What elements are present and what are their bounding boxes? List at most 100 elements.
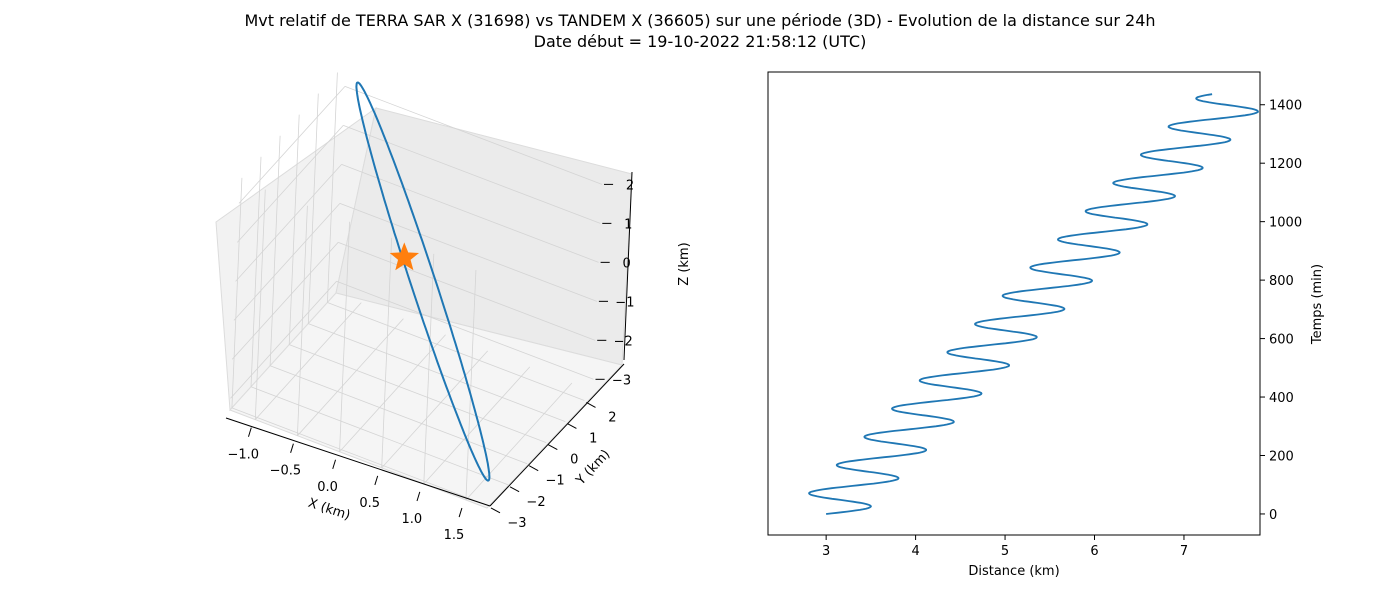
orbit-3d xyxy=(355,81,491,482)
y-tick-label-2d: 600 xyxy=(1269,333,1294,348)
grid-line-3d xyxy=(423,253,435,484)
z-tick-label-3d: 1 xyxy=(624,217,632,232)
y-tick-label-3d-mark xyxy=(567,423,577,429)
grid-line-3d xyxy=(235,164,342,282)
x-ticks-2d: 3 4 5 6 7 xyxy=(822,535,1188,559)
x-tick-label-3d: 1.5 xyxy=(444,528,465,543)
z-axis-label: Z (km) xyxy=(677,242,692,285)
y-tick-label-2d: 1000 xyxy=(1269,216,1302,231)
y-axis-label-2d: Temps (min) xyxy=(1310,264,1325,345)
x-tick-label-3d: 1.0 xyxy=(401,512,422,527)
z-tick-label-3d: −3 xyxy=(612,373,631,388)
x-tick-label-3d: −1.0 xyxy=(227,448,259,463)
y-tick-label-3d-mark xyxy=(509,486,520,493)
y-tick-label-2d: 400 xyxy=(1269,391,1294,406)
grid-3d xyxy=(230,72,603,507)
x-tick-label-3d: 0.0 xyxy=(317,480,338,495)
grid-line-3d xyxy=(269,135,281,366)
grid-line-3d xyxy=(465,382,573,501)
y-axis-label: Y (km) xyxy=(573,447,614,489)
chart-subtitle: Date début = 19-10-2022 21:58:12 (UTC) xyxy=(533,32,867,51)
z-tick-label-3d: −1 xyxy=(615,295,634,310)
x-tick-label-2d: 4 xyxy=(911,544,919,559)
grid-line-3d xyxy=(230,281,337,399)
y-ticks-2d: 0 200 400 600 800 1000 1200 1400 xyxy=(1260,99,1302,523)
y-tick-label-3d: −3 xyxy=(507,516,526,531)
x-tick-label-3d-mark xyxy=(416,491,421,502)
x-ticks-3d: −1.0 −0.5 0.0 0.5 1.0 1.5 xyxy=(227,427,465,543)
x-tick-label-2d: 5 xyxy=(1001,544,1009,559)
grid-line-3d xyxy=(288,114,300,345)
grid-line-3d xyxy=(254,302,362,420)
grid-line-3d xyxy=(338,241,596,341)
x-tick-label-2d: 6 xyxy=(1090,544,1098,559)
y-tick-label-3d-mark xyxy=(528,465,539,472)
y-ticks-3d: −3−2−1 012 xyxy=(490,402,617,531)
z-tick-label-3d: 2 xyxy=(626,178,634,193)
grid-line-3d xyxy=(336,280,594,380)
grid-line-3d xyxy=(381,350,488,469)
x-tick-label-3d-mark xyxy=(458,507,463,518)
grid-line-3d xyxy=(297,205,308,436)
y-tick-label-3d-mark xyxy=(586,402,596,408)
grid-line-3d xyxy=(341,163,599,263)
x-tick-label-2d: 3 xyxy=(822,544,830,559)
z-tick-label-3d: −2 xyxy=(614,334,633,349)
grid-line-3d xyxy=(344,86,603,185)
x-tick-label-3d-mark xyxy=(290,443,294,453)
grid-line-3d xyxy=(297,318,404,436)
grid-line-3d xyxy=(236,125,344,243)
grid-line-3d xyxy=(231,177,243,408)
grid-line-3d xyxy=(308,323,566,422)
x-tick-label-3d: 0.5 xyxy=(359,496,380,511)
grid-line-3d xyxy=(231,242,339,360)
y-tick-label-3d: 2 xyxy=(608,410,616,425)
grid-line-3d xyxy=(289,344,547,444)
grid-line-3d xyxy=(254,189,266,420)
grid-line-3d xyxy=(233,203,341,321)
z-axis-line xyxy=(623,171,633,361)
y-tick-label-3d: 0 xyxy=(570,453,578,468)
grid-line-3d xyxy=(339,202,598,302)
z-ticks-3d: −3 −2 −1 0 1 2 xyxy=(595,178,634,388)
y-tick-label-2d: 200 xyxy=(1269,449,1294,464)
y-tick-label-3d-mark xyxy=(490,507,501,514)
x-tick-label-2d: 7 xyxy=(1180,544,1188,559)
y-tick-label-2d: 1400 xyxy=(1269,99,1302,114)
grid-line-3d xyxy=(423,366,531,485)
plot-frame xyxy=(767,71,1261,536)
y-axis-line xyxy=(489,363,625,507)
y-tick-label-2d: 0 xyxy=(1269,508,1277,523)
grid-line-3d xyxy=(327,72,338,303)
grid-line-3d xyxy=(250,386,509,486)
distance-line xyxy=(808,93,1259,515)
x-axis-label-2d: Distance (km) xyxy=(968,564,1059,579)
grid-line-3d xyxy=(238,86,346,204)
grid-line-3d xyxy=(231,407,490,507)
axes-2d: 3 4 5 6 7 0 200 400 600 800 1000 1200 1400 Distance… xyxy=(767,71,1325,579)
grid-line-3d xyxy=(339,221,350,452)
grid-line-3d xyxy=(307,93,319,324)
y-tick-label-3d: −2 xyxy=(526,495,545,510)
y-tick-label-2d: 1200 xyxy=(1269,157,1302,172)
grid-line-3d xyxy=(381,237,393,468)
y-tick-label-3d: 1 xyxy=(589,432,597,447)
orbit-line xyxy=(355,81,491,482)
grid-line-3d xyxy=(339,334,446,453)
x-axis-line xyxy=(225,417,491,507)
y-tick-label-2d: 800 xyxy=(1269,274,1294,289)
x-axis-label: X (km) xyxy=(306,496,352,524)
y-tick-label-3d-mark xyxy=(547,444,558,450)
chart-title: Mvt relatif de TERRA SAR X (31698) vs TA… xyxy=(244,11,1156,30)
pane-floor xyxy=(229,292,623,509)
y-tick-label-3d: −1 xyxy=(546,474,565,489)
z-tick-label-3d: 0 xyxy=(622,256,630,271)
grid-line-3d xyxy=(250,156,262,387)
grid-line-3d xyxy=(465,269,477,500)
grid-line-3d xyxy=(327,302,585,401)
x-tick-label-3d-mark xyxy=(332,459,337,470)
origin-star-marker xyxy=(389,242,420,271)
x-tick-label-3d: −0.5 xyxy=(270,464,302,479)
